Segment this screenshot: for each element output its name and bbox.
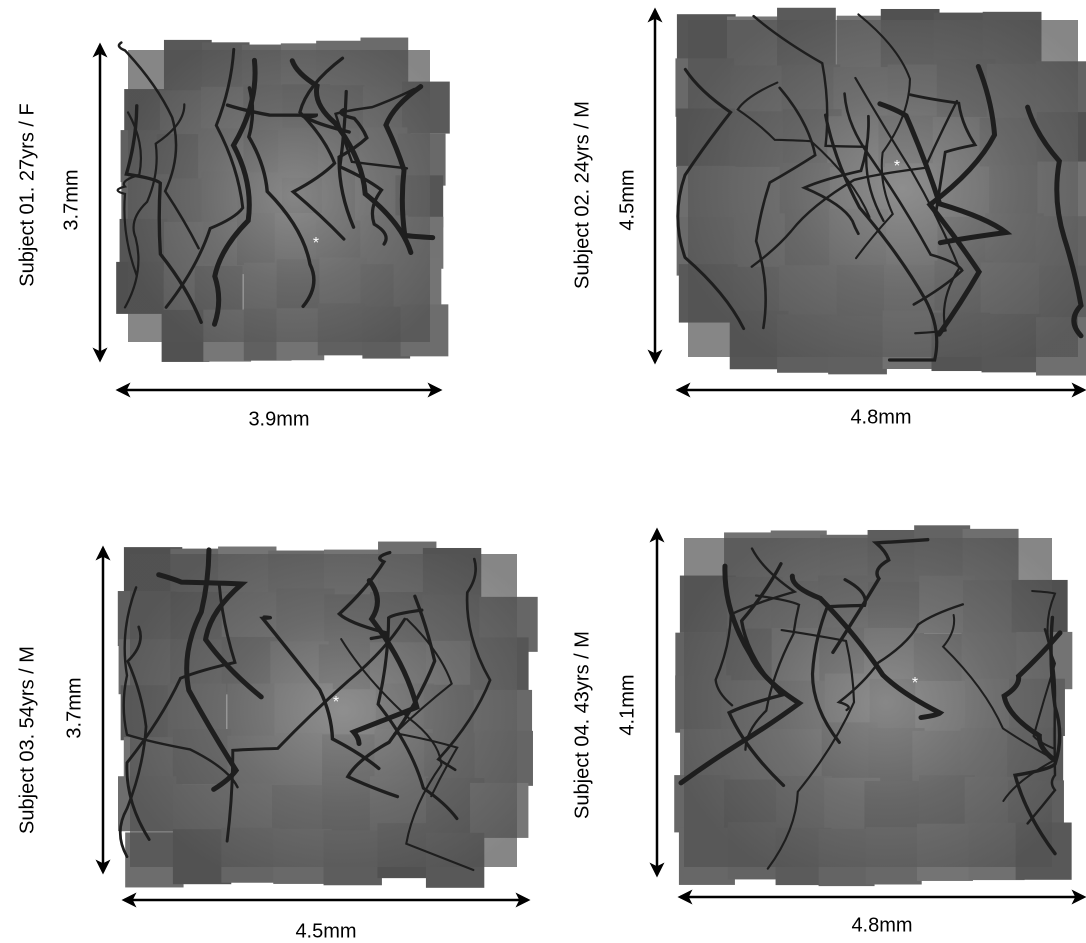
retina-montage [118,542,538,888]
width-label: 3.9mm [248,408,309,430]
retina-montage [674,525,1072,886]
width-label: 4.5mm [295,920,356,942]
height-label: 3.7mm [60,169,82,230]
fovea-marker: * [894,158,900,175]
subject-label: Subject 04. 43yrs / M [571,631,593,819]
panel: * Subject 03. 54yrs / M 3.7mm 4.5mm [16,542,537,943]
subject-label: Subject 01. 27yrs / F [16,103,38,286]
panel: * Subject 02. 24yrs / M 4.5mm 4.8mm [571,8,1086,429]
height-label: 4.1mm [616,674,638,735]
subject-label: Subject 02. 24yrs / M [571,101,593,289]
fundus-glow [684,538,1052,867]
fovea-marker: * [313,235,319,252]
fovea-marker: * [333,694,339,711]
panel: * Subject 01. 27yrs / F 3.7mm 3.9mm [16,38,449,431]
height-label: 4.5mm [616,169,638,230]
subject-label: Subject 03. 54yrs / M [16,646,38,834]
fundus-glow [130,554,517,867]
width-label: 4.8mm [851,914,912,936]
panel: * Subject 04. 43yrs / M 4.1mm 4.8mm [571,525,1084,936]
fovea-marker: * [912,675,918,692]
width-label: 4.8mm [850,406,911,428]
retina-montage [116,38,450,362]
retina-montage [675,8,1086,376]
fundus-glow [688,20,1078,357]
height-label: 3.7mm [63,677,85,738]
figure: * Subject 01. 27yrs / F 3.7mm 3.9mm * Subject… [0,0,1086,943]
